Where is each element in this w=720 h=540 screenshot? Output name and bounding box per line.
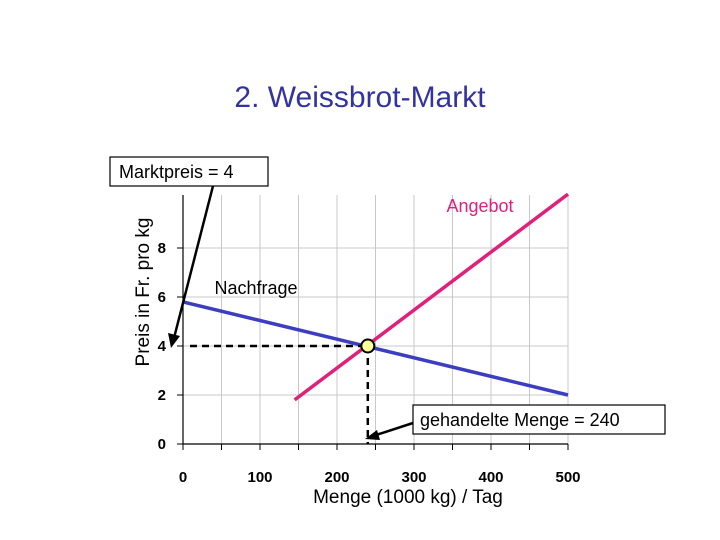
x-tick-label: 300	[401, 469, 426, 486]
series-line-nachfrage	[182, 300, 569, 397]
y-axis-label: Preis in Fr. pro kg	[133, 218, 154, 367]
y-tick-label: 8	[158, 240, 166, 257]
price-arrow-line	[172, 185, 215, 339]
x-tick-label: 0	[179, 469, 187, 486]
annotations: Marktpreis = 4 gehandelte Menge = 240	[109, 156, 666, 440]
equilibrium-point	[360, 338, 376, 354]
y-tick-label: 0	[158, 436, 166, 453]
equilibrium-guides	[190, 338, 376, 444]
quantity-arrow-line	[375, 421, 414, 437]
y-tick-label: 4	[158, 338, 167, 355]
chart-title: 2. Weissbrot-Markt	[234, 81, 486, 114]
series-line-angebot	[293, 192, 570, 402]
price-annotation-text: Marktpreis = 4	[119, 162, 234, 182]
x-tick-label: 200	[324, 469, 349, 486]
series-label-angebot: Angebot	[446, 196, 513, 216]
labels: Menge (1000 kg) / Tag Preis in Fr. pro k…	[133, 218, 503, 508]
quantity-annotation-box	[412, 404, 666, 435]
price-arrowhead	[168, 333, 180, 348]
series-label-nachfrage: Nachfrage	[214, 278, 297, 298]
series-layer: Angebot Nachfrage	[182, 192, 570, 402]
quantity-arrowhead	[365, 430, 380, 440]
x-tick-label: 100	[247, 469, 272, 486]
y-tick-label: 6	[158, 289, 166, 306]
x-tick-label: 400	[478, 469, 503, 486]
quantity-annotation-text: gehandelte Menge = 240	[420, 410, 620, 430]
price-annotation-box	[109, 156, 269, 187]
axes: 0 2 4 6 8 0 100 200 300 400 500	[158, 195, 581, 486]
x-tick-label: 500	[555, 469, 580, 486]
y-tick-label: 2	[158, 387, 166, 404]
x-axis-label: Menge (1000 kg) / Tag	[313, 487, 503, 508]
